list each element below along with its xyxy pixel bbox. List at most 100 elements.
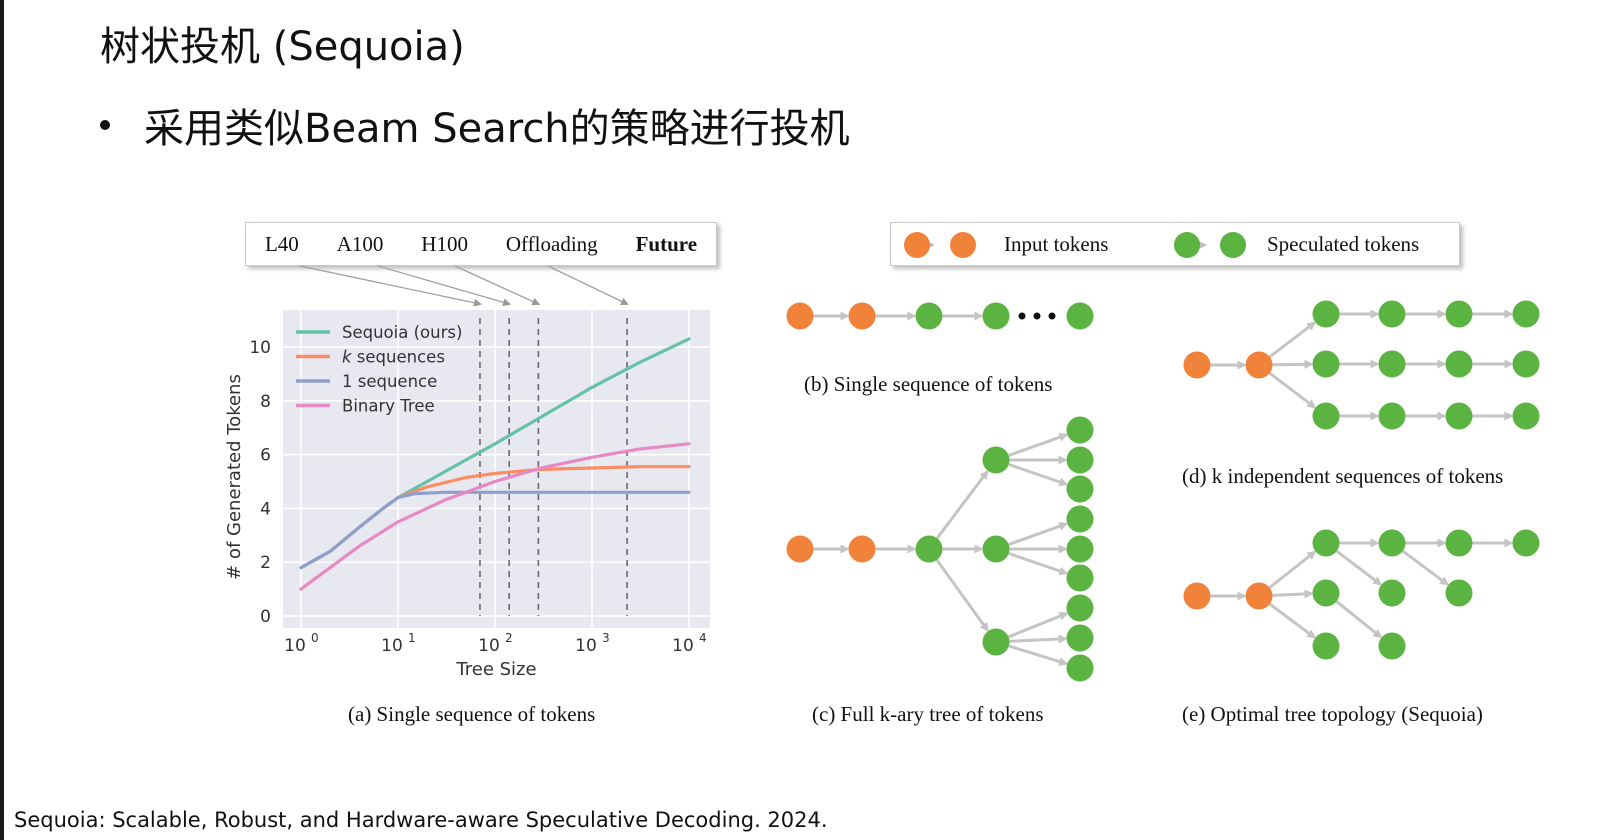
speculated-tokens-label: Speculated tokens [1267,232,1420,256]
speculated-token-node [1378,402,1406,430]
tree-edge [935,469,989,540]
tree-edge [1335,600,1383,639]
tree-edge [1268,371,1317,409]
hardware-leader-arrow [454,265,541,306]
speculated-token-node [1312,579,1340,607]
tree-edge [1268,602,1316,639]
y-tick-label: 6 [260,446,271,466]
x-axis-label: Tree Size [455,659,536,680]
legend-label: 1 sequence [342,372,437,391]
speculated-token-node [1066,564,1094,592]
hardware-label-offloading: Offloading [505,231,598,256]
x-tick-label: 10 [284,636,306,656]
x-tick-exponent: 1 [408,631,416,645]
input-token-node [786,302,814,330]
tokens-vs-tree-size-chart: 0 2 4 6 8 10 10 0 10 1 10 2 10 3 10 4 Tree Size # of Gene… [224,310,710,680]
speculated-token-node [1312,402,1340,430]
hardware-leader-arrow [547,265,629,306]
speculated-token-node [1066,475,1094,503]
legend-label: Binary Tree [342,397,435,416]
hardware-label-future: Future [635,231,698,256]
speculated-token-node [1066,535,1094,563]
tree-edge [1008,551,1069,576]
speculated-token-node [1378,529,1406,557]
caption-c: (c) Full k-ary tree of tokens [812,702,1044,726]
speculated-token-node [1312,632,1340,660]
caption-d: (d) k independent sequences of tokens [1182,464,1504,488]
series-line [299,490,691,570]
speculated-token-node [1378,300,1406,328]
caption-b: (b) Single sequence of tokens [804,372,1053,396]
y-axis-label: # of Generated Tokens [224,374,245,580]
hardware-leader-arrow [377,265,512,307]
tree-edge [1008,462,1069,487]
input-token-legend-icon [950,232,976,258]
speculated-token-node [915,535,943,563]
speculated-token-node [1066,654,1094,682]
tree-edge [1008,644,1069,666]
speculated-token-node [1066,446,1094,474]
caption-a: (a) Single sequence of tokens [348,702,596,726]
speculated-token-node [1066,624,1094,652]
y-tick-label: 8 [260,392,271,412]
speculated-token-node [1066,505,1094,533]
hardware-label-l40: L40 [264,231,299,256]
bullet-text: 采用类似Beam Search的策略进行投机 [144,106,850,152]
speculated-token-node [982,628,1010,656]
x-tick-exponent: 3 [602,631,610,645]
speculated-token-node [1512,300,1540,328]
x-tick-exponent: 0 [311,631,319,645]
tree-edge [1008,521,1069,546]
hardware-label-a100: A100 [336,231,384,256]
speculated-token-node [1066,302,1094,330]
x-tick-exponent: 4 [699,631,707,645]
speculated-token-legend-icon [1174,232,1200,258]
input-token-node [1183,351,1211,379]
tree-edge [1268,550,1317,589]
speculated-token-node [1066,594,1094,622]
speculated-token-node [1312,350,1340,378]
speculated-token-node [1512,529,1540,557]
speculated-token-node [1312,529,1340,557]
token-tree-diagrams [786,300,1540,682]
tree-edge [1272,359,1314,369]
input-token-node [848,302,876,330]
speculated-token-node [982,446,1010,474]
token-legend: Input tokens Speculated tokens [890,222,1460,266]
series-line [299,442,691,591]
tree-edge [1272,589,1314,599]
x-tick-label: 10 [672,636,694,656]
hardware-leader-arrow [299,265,482,307]
footer-citation: Sequoia: Scalable, Robust, and Hardware-… [14,808,828,832]
ellipsis-dot [1048,312,1056,320]
tree-edge [935,559,989,632]
input-token-node [1245,582,1273,610]
speculated-token-node [1445,402,1473,430]
speculated-token-node [1378,350,1406,378]
speculated-token-node [1445,300,1473,328]
input-token-node [848,535,876,563]
ellipsis-dot [1033,312,1041,320]
ellipsis-dot [1018,312,1026,320]
hardware-leader-lines [299,265,629,307]
input-token-node [1245,351,1273,379]
input-token-node [786,535,814,563]
speculated-token-node [1378,579,1406,607]
legend-label: Sequoia (ours) [342,323,462,342]
speculated-token-node [915,302,943,330]
input-token-legend-icon [904,232,930,258]
speculated-token-legend-icon [1220,232,1246,258]
slide-left-edge [0,0,4,840]
x-tick-label: 10 [478,636,500,656]
x-tick-label: 10 [575,636,597,656]
tree-edge [1401,549,1449,586]
bullet-dot-icon [100,120,110,130]
hardware-label-h100: H100 [421,231,468,256]
legend-label: k sequences [342,348,445,367]
tree-edge [1009,634,1068,644]
input-token-node [1183,582,1211,610]
token-legend-icons [904,232,1246,258]
speculated-token-node [1512,350,1540,378]
bullet-point: 采用类似Beam Search的策略进行投机 [100,96,850,154]
tree-edge [1335,549,1383,586]
